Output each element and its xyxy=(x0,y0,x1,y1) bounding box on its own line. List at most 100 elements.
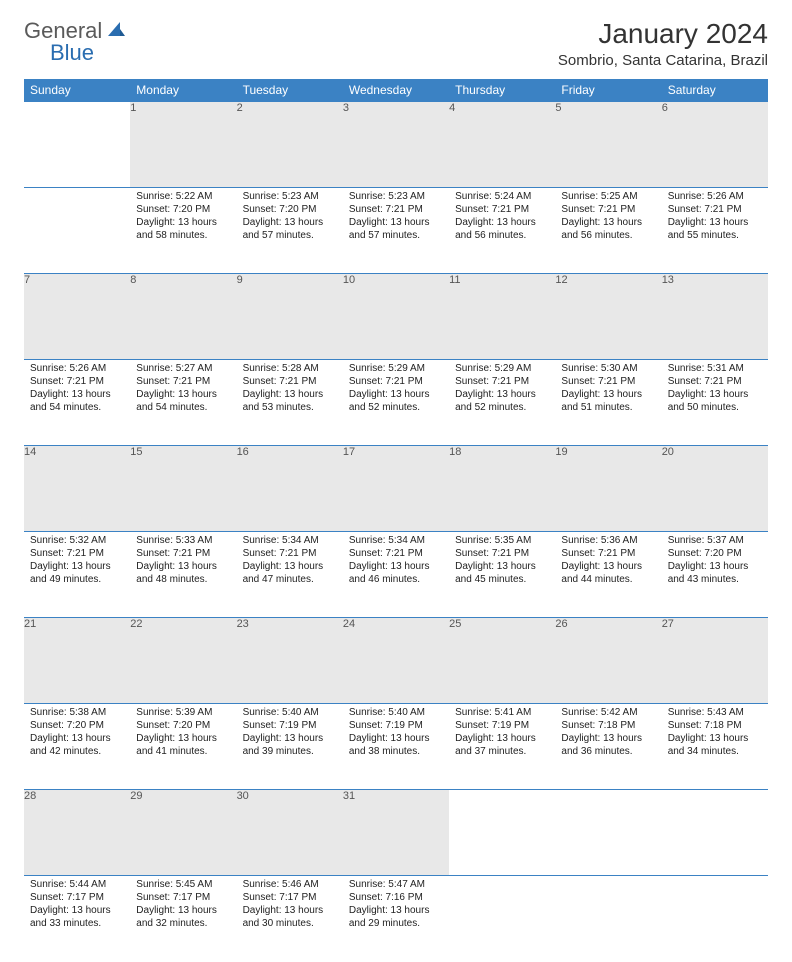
sunrise-line: Sunrise: 5:26 AM xyxy=(668,190,762,203)
day-number-cell: 30 xyxy=(237,790,343,876)
daylight-line-1: Daylight: 13 hours xyxy=(349,216,443,229)
day-number-cell: 15 xyxy=(130,446,236,532)
daylight-line-1: Daylight: 13 hours xyxy=(243,216,337,229)
day-content: Sunrise: 5:40 AMSunset: 7:19 PMDaylight:… xyxy=(237,704,343,762)
daylight-line-1: Daylight: 13 hours xyxy=(349,904,443,917)
daylight-line-1: Daylight: 13 hours xyxy=(561,560,655,573)
daylight-line-2: and 44 minutes. xyxy=(561,573,655,586)
day-content: Sunrise: 5:27 AMSunset: 7:21 PMDaylight:… xyxy=(130,360,236,418)
day-number-cell: 8 xyxy=(130,274,236,360)
day-number-cell: 16 xyxy=(237,446,343,532)
daylight-line-2: and 41 minutes. xyxy=(136,745,230,758)
daylight-line-2: and 47 minutes. xyxy=(243,573,337,586)
day-cell xyxy=(555,876,661,962)
daylight-line-1: Daylight: 13 hours xyxy=(30,388,124,401)
day-content: Sunrise: 5:41 AMSunset: 7:19 PMDaylight:… xyxy=(449,704,555,762)
day-content: Sunrise: 5:31 AMSunset: 7:21 PMDaylight:… xyxy=(662,360,768,418)
day-number-cell: 28 xyxy=(24,790,130,876)
sunset-line: Sunset: 7:20 PM xyxy=(136,203,230,216)
day-number-cell: 3 xyxy=(343,102,449,188)
day-content: Sunrise: 5:23 AMSunset: 7:21 PMDaylight:… xyxy=(343,188,449,246)
daylight-line-2: and 34 minutes. xyxy=(668,745,762,758)
calendar-table: SundayMondayTuesdayWednesdayThursdayFrid… xyxy=(24,79,768,962)
daylight-line-2: and 56 minutes. xyxy=(455,229,549,242)
daylight-line-1: Daylight: 13 hours xyxy=(243,560,337,573)
sunset-line: Sunset: 7:21 PM xyxy=(136,375,230,388)
day-number-cell: 17 xyxy=(343,446,449,532)
daylight-line-1: Daylight: 13 hours xyxy=(349,388,443,401)
daylight-line-1: Daylight: 13 hours xyxy=(455,388,549,401)
daylight-line-1: Daylight: 13 hours xyxy=(30,560,124,573)
daylight-line-1: Daylight: 13 hours xyxy=(30,904,124,917)
sunrise-line: Sunrise: 5:39 AM xyxy=(136,706,230,719)
day-number-cell: 10 xyxy=(343,274,449,360)
sunset-line: Sunset: 7:21 PM xyxy=(455,203,549,216)
day-cell xyxy=(24,188,130,274)
day-header: Saturday xyxy=(662,79,768,102)
day-cell: Sunrise: 5:26 AMSunset: 7:21 PMDaylight:… xyxy=(24,360,130,446)
daylight-line-2: and 42 minutes. xyxy=(30,745,124,758)
sunrise-line: Sunrise: 5:37 AM xyxy=(668,534,762,547)
day-cell: Sunrise: 5:26 AMSunset: 7:21 PMDaylight:… xyxy=(662,188,768,274)
day-number-cell xyxy=(555,790,661,876)
daylight-line-2: and 50 minutes. xyxy=(668,401,762,414)
day-cell: Sunrise: 5:35 AMSunset: 7:21 PMDaylight:… xyxy=(449,532,555,618)
day-number-cell xyxy=(662,790,768,876)
week-row: Sunrise: 5:38 AMSunset: 7:20 PMDaylight:… xyxy=(24,704,768,790)
sunset-line: Sunset: 7:21 PM xyxy=(455,547,549,560)
daylight-line-2: and 39 minutes. xyxy=(243,745,337,758)
day-header: Monday xyxy=(130,79,236,102)
day-number-cell: 26 xyxy=(555,618,661,704)
sunrise-line: Sunrise: 5:47 AM xyxy=(349,878,443,891)
day-content: Sunrise: 5:39 AMSunset: 7:20 PMDaylight:… xyxy=(130,704,236,762)
sunrise-line: Sunrise: 5:25 AM xyxy=(561,190,655,203)
daylight-line-1: Daylight: 13 hours xyxy=(668,388,762,401)
daylight-line-1: Daylight: 13 hours xyxy=(349,732,443,745)
day-content: Sunrise: 5:37 AMSunset: 7:20 PMDaylight:… xyxy=(662,532,768,590)
sunset-line: Sunset: 7:17 PM xyxy=(243,891,337,904)
sunrise-line: Sunrise: 5:30 AM xyxy=(561,362,655,375)
day-number-cell: 18 xyxy=(449,446,555,532)
sunrise-line: Sunrise: 5:43 AM xyxy=(668,706,762,719)
day-cell: Sunrise: 5:28 AMSunset: 7:21 PMDaylight:… xyxy=(237,360,343,446)
sunset-line: Sunset: 7:21 PM xyxy=(561,547,655,560)
sunrise-line: Sunrise: 5:28 AM xyxy=(243,362,337,375)
daylight-line-2: and 49 minutes. xyxy=(30,573,124,586)
day-cell xyxy=(449,876,555,962)
day-cell: Sunrise: 5:40 AMSunset: 7:19 PMDaylight:… xyxy=(237,704,343,790)
daylight-line-1: Daylight: 13 hours xyxy=(136,732,230,745)
sunrise-line: Sunrise: 5:23 AM xyxy=(349,190,443,203)
week-row: Sunrise: 5:22 AMSunset: 7:20 PM Daylight:… xyxy=(24,188,768,274)
daylight-line-2: and 48 minutes. xyxy=(136,573,230,586)
daylight-line-1: Daylight: 13 hours xyxy=(136,560,230,573)
day-cell: Sunrise: 5:36 AMSunset: 7:21 PMDaylight:… xyxy=(555,532,661,618)
sunrise-line: Sunrise: 5:22 AM xyxy=(136,190,230,203)
sunrise-line: Sunrise: 5:29 AM xyxy=(455,362,549,375)
sunset-line: Sunset: 7:16 PM xyxy=(349,891,443,904)
daylight-line-1: Daylight: 13 hours xyxy=(455,216,549,229)
sunrise-line: Sunrise: 5:31 AM xyxy=(668,362,762,375)
daylight-line-1: Daylight: 13 hours xyxy=(136,388,230,401)
sunset-line: Sunset: 7:17 PM xyxy=(136,891,230,904)
day-cell: Sunrise: 5:44 AMSunset: 7:17 PMDaylight:… xyxy=(24,876,130,962)
day-content: Sunrise: 5:30 AMSunset: 7:21 PMDaylight:… xyxy=(555,360,661,418)
sunrise-line: Sunrise: 5:40 AM xyxy=(243,706,337,719)
day-cell: Sunrise: 5:29 AMSunset: 7:21 PMDaylight:… xyxy=(449,360,555,446)
day-content: Sunrise: 5:28 AMSunset: 7:21 PMDaylight:… xyxy=(237,360,343,418)
day-content: Sunrise: 5:22 AMSunset: 7:20 PMDaylight:… xyxy=(130,188,236,246)
daylight-line-1: Daylight: 13 hours xyxy=(668,560,762,573)
week-row: Sunrise: 5:44 AMSunset: 7:17 PMDaylight:… xyxy=(24,876,768,962)
day-cell: Sunrise: 5:25 AMSunset: 7:21 PMDaylight:… xyxy=(555,188,661,274)
day-cell: Sunrise: 5:34 AMSunset: 7:21 PMDaylight:… xyxy=(343,532,449,618)
title-block: January 2024 Sombrio, Santa Catarina, Br… xyxy=(558,18,768,69)
daylight-line-2: and 46 minutes. xyxy=(349,573,443,586)
day-content: Sunrise: 5:29 AMSunset: 7:21 PMDaylight:… xyxy=(343,360,449,418)
day-cell: Sunrise: 5:31 AMSunset: 7:21 PMDaylight:… xyxy=(662,360,768,446)
day-number-cell: 27 xyxy=(662,618,768,704)
day-content: Sunrise: 5:32 AMSunset: 7:21 PMDaylight:… xyxy=(24,532,130,590)
sunset-line: Sunset: 7:21 PM xyxy=(136,547,230,560)
day-cell: Sunrise: 5:24 AMSunset: 7:21 PMDaylight:… xyxy=(449,188,555,274)
day-header: Sunday xyxy=(24,79,130,102)
daylight-line-2: and 57 minutes. xyxy=(243,229,337,242)
sunset-line: Sunset: 7:18 PM xyxy=(561,719,655,732)
